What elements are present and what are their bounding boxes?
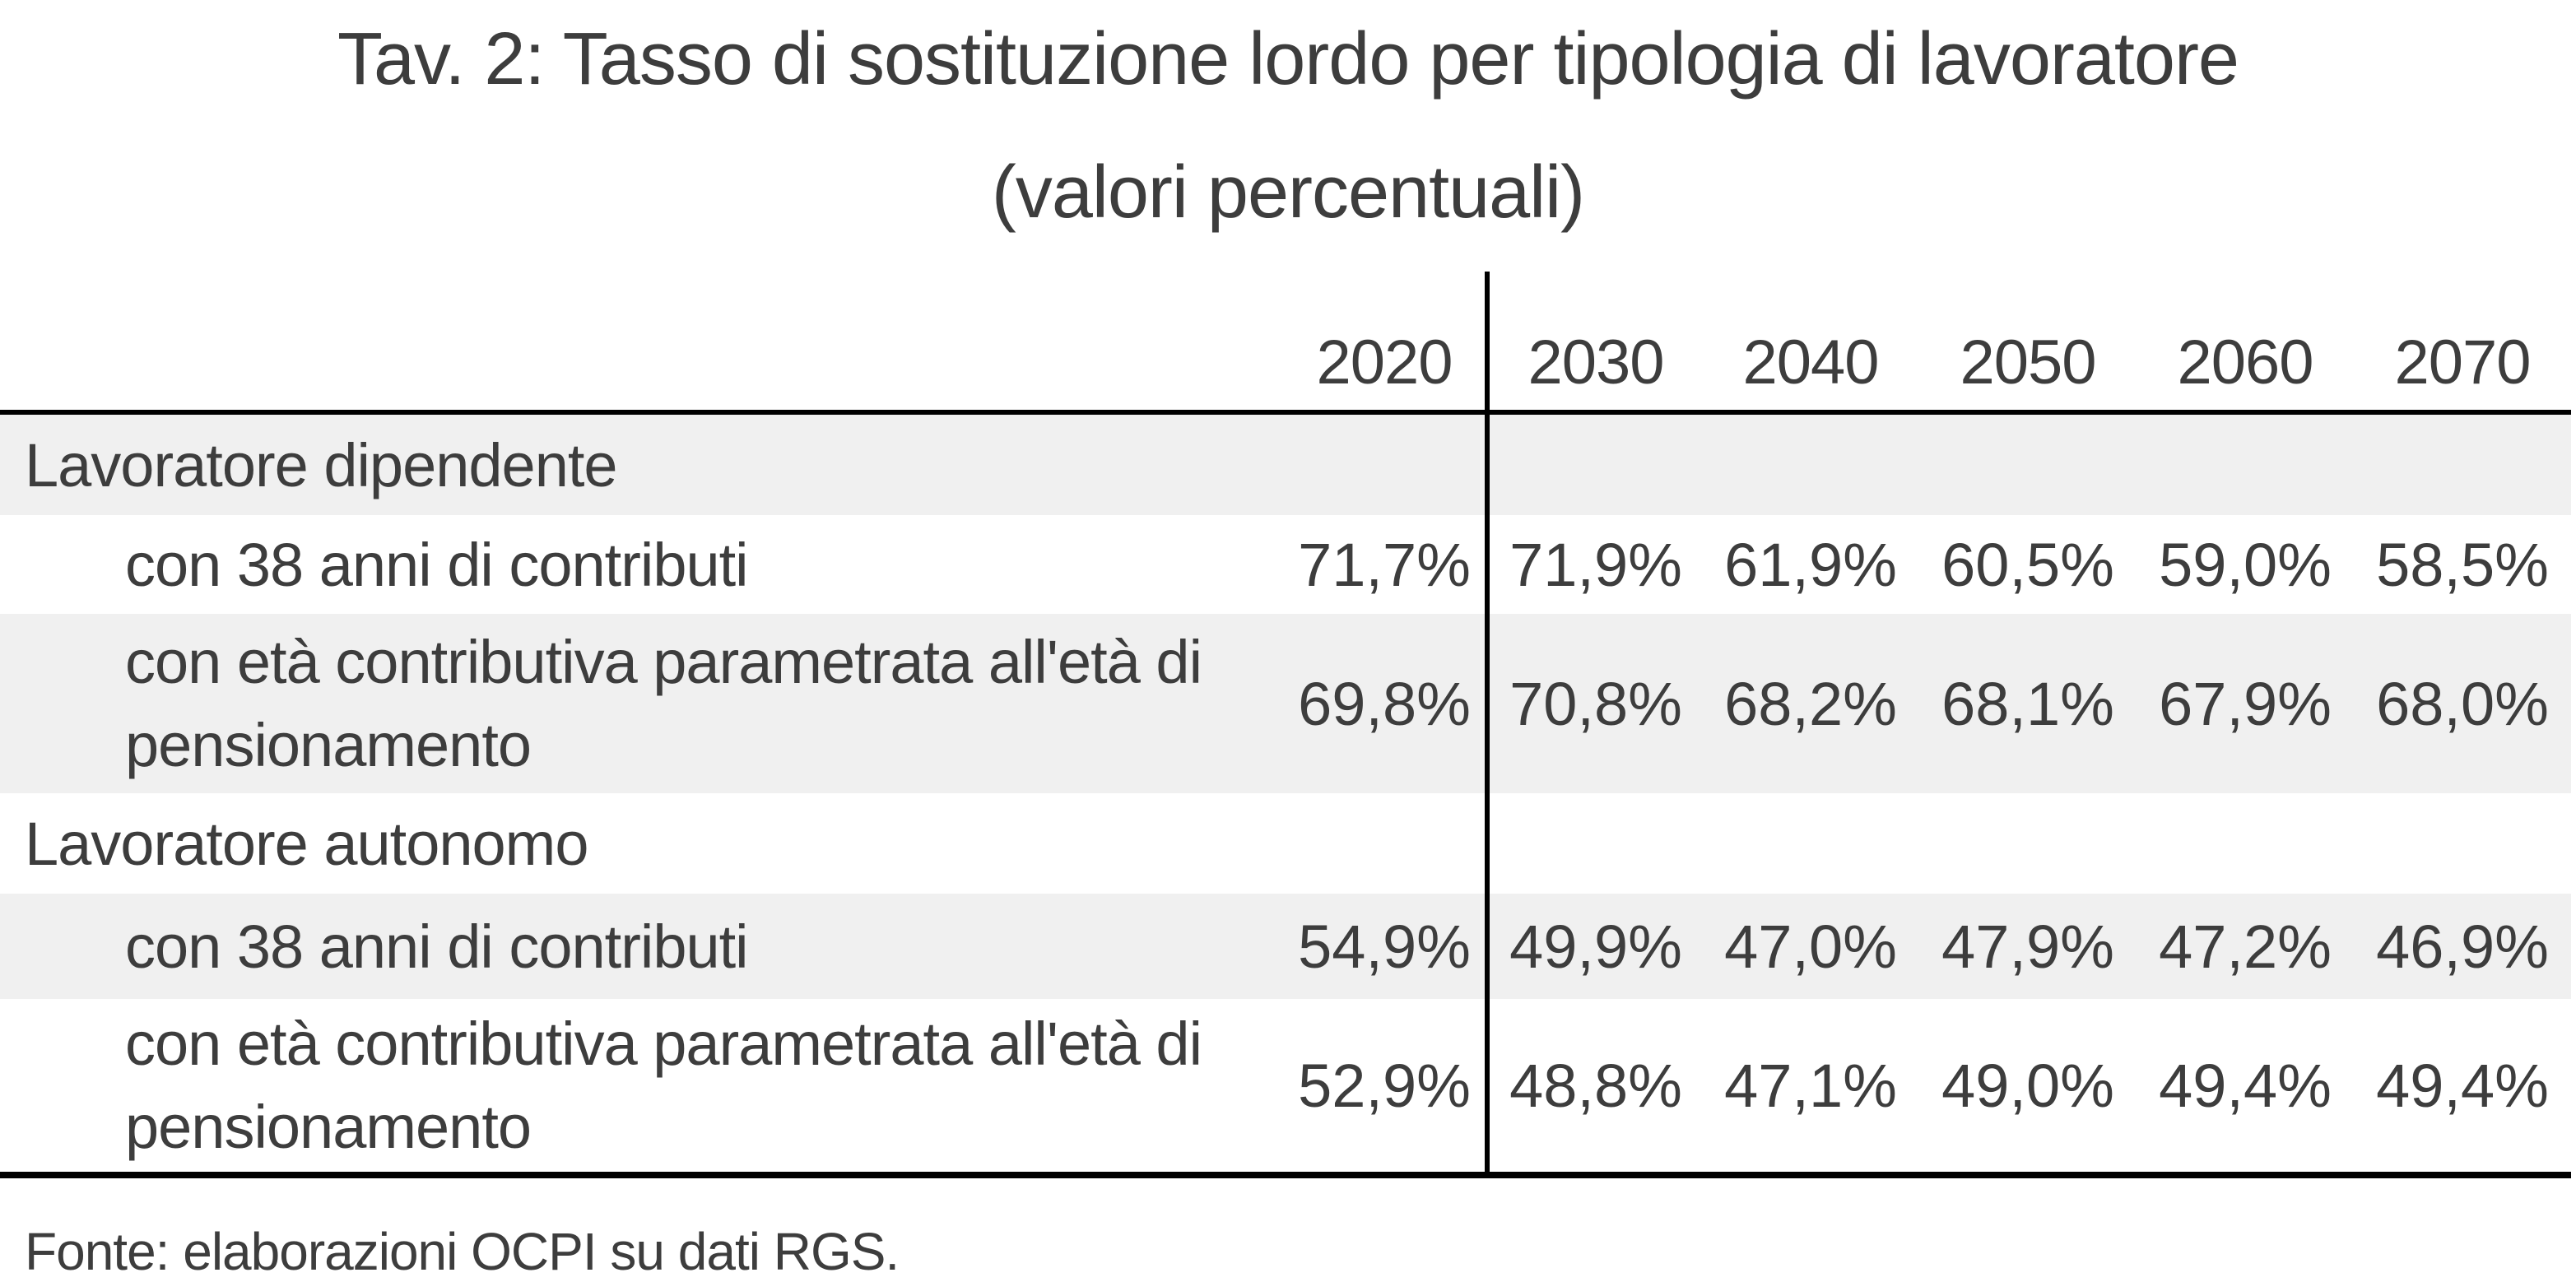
row-label: con età contributiva parametrata all'età… [125, 628, 1202, 779]
value-cell: 47,9% [1941, 912, 2114, 981]
year-header-2040: 2040 [1742, 327, 1879, 397]
value-cell: 68,1% [1941, 669, 2114, 738]
value-cell [1702, 415, 1919, 515]
section-label: Lavoratore dipendente [25, 430, 618, 499]
value-cell: 54,9% [1298, 912, 1471, 981]
table-row-autonomo-38-anni: con 38 anni di contributi 54,9% 49,9% 47… [0, 894, 2571, 999]
row-label: con età contributiva parametrata all'età… [125, 1010, 1202, 1161]
figure-title: Tav. 2: Tasso di sostituzione lordo per … [337, 18, 2239, 100]
year-header-2050: 2050 [1960, 327, 2096, 397]
value-cell [1284, 793, 1485, 894]
value-cell: 68,0% [2376, 669, 2549, 738]
replacement-rate-table: 2020 2030 2040 2050 2060 2070 Lavoratore… [0, 272, 2571, 1178]
value-cell: 48,8% [1485, 999, 1702, 1172]
year-header-2060: 2060 [2177, 327, 2313, 397]
value-cell [2137, 415, 2354, 515]
value-cell [1702, 793, 1919, 894]
table-row-autonomo-eta-contributiva: con età contributiva parametrata all'età… [0, 999, 2571, 1172]
value-cell [2137, 793, 2354, 894]
value-cell: 61,9% [1724, 530, 1897, 599]
table-row-section-dipendente: Lavoratore dipendente [0, 415, 2571, 515]
value-cell: 47,2% [2159, 912, 2332, 981]
value-cell: 68,2% [1724, 669, 1897, 738]
value-cell [2354, 793, 2571, 894]
value-cell: 52,9% [1298, 1051, 1471, 1120]
value-cell: 49,9% [1485, 894, 1702, 999]
table-row-dipendente-38-anni: con 38 anni di contributi 71,7% 71,9% 61… [0, 515, 2571, 614]
year-header-2030: 2030 [1485, 272, 1702, 410]
value-cell: 69,8% [1298, 669, 1471, 738]
value-cell: 49,4% [2159, 1051, 2332, 1120]
value-cell [1919, 793, 2137, 894]
title-block: Tav. 2: Tasso di sostituzione lordo per … [0, 0, 2576, 272]
table-row-dipendente-eta-contributiva: con età contributiva parametrata all'età… [0, 614, 2571, 793]
value-cell: 71,9% [1485, 515, 1702, 614]
value-cell: 70,8% [1485, 614, 1702, 793]
source-note: Fonte: elaborazioni OCPI su dati RGS. [25, 1222, 900, 1281]
row-label: con 38 anni di contributi [125, 530, 749, 599]
value-cell [1485, 415, 1702, 515]
value-cell [2354, 415, 2571, 515]
value-cell: 47,0% [1724, 912, 1897, 981]
value-cell [1485, 793, 1702, 894]
value-cell: 67,9% [2159, 669, 2332, 738]
value-cell: 47,1% [1724, 1051, 1897, 1120]
value-cell [1919, 415, 2137, 515]
section-label: Lavoratore autonomo [25, 809, 588, 878]
row-label: con 38 anni di contributi [125, 912, 749, 981]
header-empty-cell [0, 272, 1284, 410]
value-cell: 60,5% [1941, 530, 2114, 599]
value-cell: 49,4% [2376, 1051, 2549, 1120]
value-cell: 71,7% [1298, 530, 1471, 599]
value-cell: 59,0% [2159, 530, 2332, 599]
year-header-2070: 2070 [2394, 327, 2531, 397]
value-cell: 49,0% [1941, 1051, 2114, 1120]
table-row-section-autonomo: Lavoratore autonomo [0, 793, 2571, 894]
value-cell: 58,5% [2376, 530, 2549, 599]
value-cell: 46,9% [2376, 912, 2549, 981]
table-header-row: 2020 2030 2040 2050 2060 2070 [0, 272, 2571, 415]
value-cell [1284, 415, 1485, 515]
year-header-2020: 2020 [1316, 327, 1453, 397]
figure-subtitle: (valori percentuali) [991, 151, 1585, 234]
